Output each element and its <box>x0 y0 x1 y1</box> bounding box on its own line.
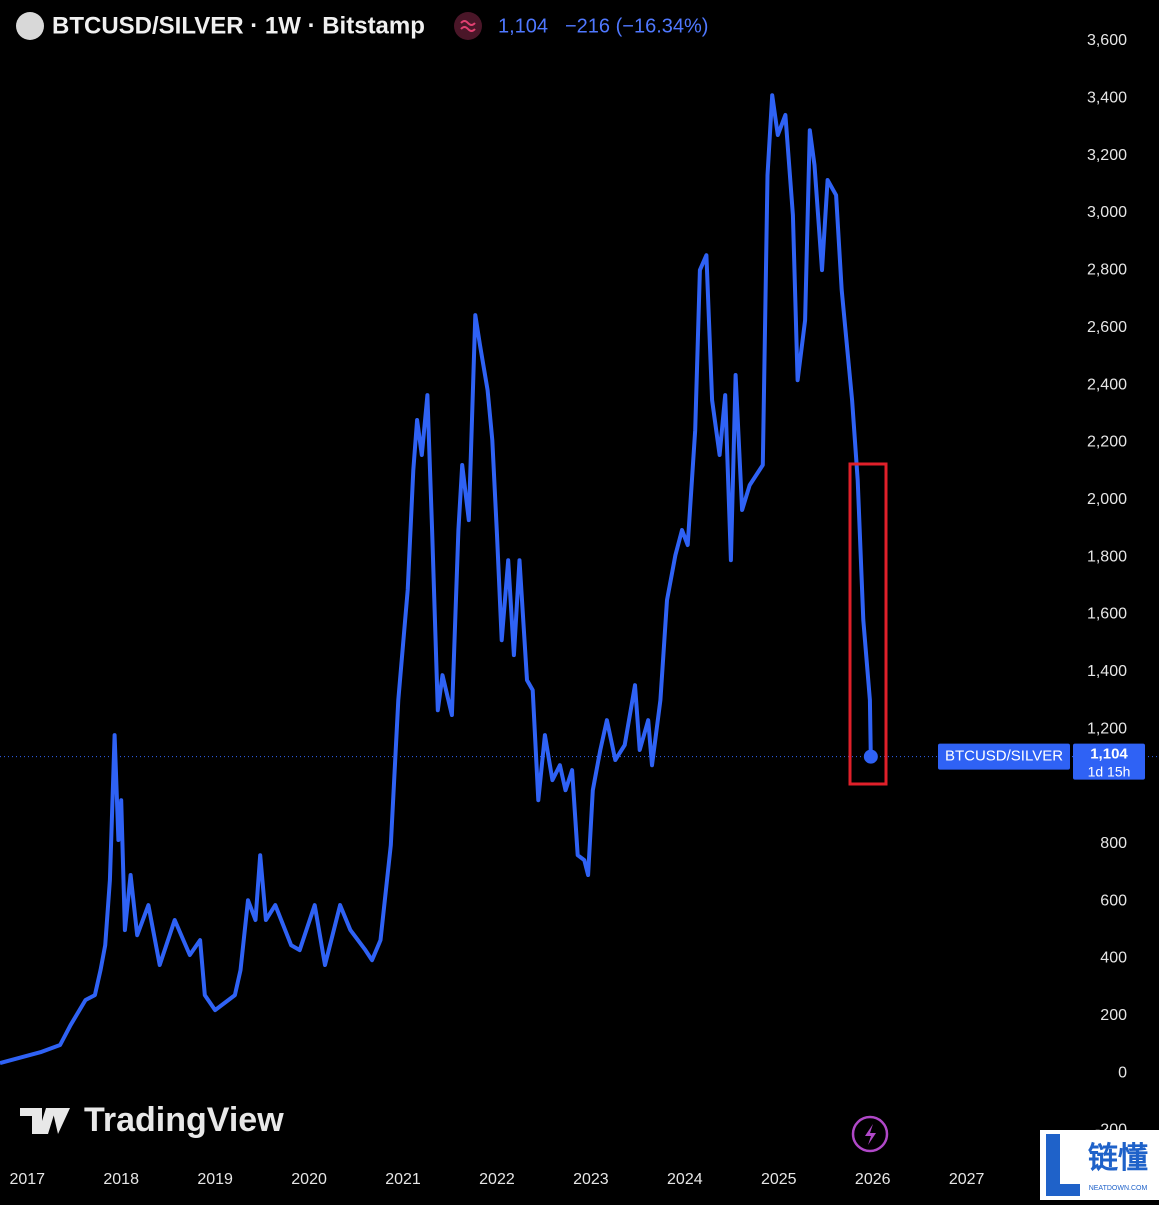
y-tick-label: 1,600 <box>1087 606 1127 623</box>
brand-text: TradingView <box>84 1101 284 1139</box>
last-point <box>863 749 878 764</box>
y-tick-label: 400 <box>1100 950 1127 967</box>
x-tick-label: 2026 <box>855 1171 891 1188</box>
y-tick-label: 1,400 <box>1087 663 1127 680</box>
x-tick-label: 2017 <box>9 1171 45 1188</box>
symbol-label-bg <box>938 743 1070 770</box>
chart-title: BTCUSD/SILVER · 1W · Bitstamp <box>52 12 425 39</box>
y-tick-label: 600 <box>1100 892 1127 909</box>
y-tick-label: 2,000 <box>1087 491 1127 508</box>
y-tick-label: 200 <box>1100 1007 1127 1024</box>
flash-glyph <box>865 1124 876 1145</box>
y-tick-label: 1,800 <box>1087 548 1127 565</box>
y-tick-label: 2,200 <box>1087 434 1127 451</box>
status-icon-glyph <box>460 20 476 32</box>
y-tick-label: 1,200 <box>1087 720 1127 737</box>
brand-mark <box>20 1108 70 1134</box>
x-tick-label: 2018 <box>103 1171 139 1188</box>
highlight-box <box>848 462 888 786</box>
y-tick-label: 2,800 <box>1087 262 1127 279</box>
price-label-bg <box>1073 743 1145 780</box>
y-tick-label: 800 <box>1100 835 1127 852</box>
brand-logo: TradingView <box>20 1101 284 1139</box>
x-tick-label: 2019 <box>197 1171 233 1188</box>
price-label: 1,104 <box>1090 746 1128 763</box>
x-tick-label: 2023 <box>573 1171 609 1188</box>
plot: -20002004006008001,2001,4001,6001,8002,0… <box>0 32 1159 1188</box>
x-tick-label: 2022 <box>479 1171 515 1188</box>
symbol-label: BTCUSD/SILVER <box>945 748 1063 765</box>
price-change: −216 (−16.34%) <box>565 15 708 37</box>
flash-icon <box>851 1115 889 1153</box>
y-tick-label: 3,400 <box>1087 90 1127 107</box>
y-tick-label: 2,600 <box>1087 319 1127 336</box>
y-tick-label: 0 <box>1118 1064 1127 1081</box>
symbol-icon <box>16 12 44 40</box>
x-tick-label: 2024 <box>667 1171 703 1188</box>
countdown-label: 1d 15h <box>1088 763 1131 779</box>
status-icon <box>454 12 482 40</box>
watermark-site: NEATDOWN.COM <box>1089 1185 1148 1192</box>
x-tick-label: 2020 <box>291 1171 327 1188</box>
last-price: 1,104 <box>498 15 548 37</box>
y-tick-label: 3,200 <box>1087 147 1127 164</box>
x-tick-label: 2025 <box>761 1171 797 1188</box>
watermark-name: 链懂 <box>1088 1141 1148 1175</box>
x-tick-label: 2021 <box>385 1171 421 1188</box>
watermark-logo <box>1046 1134 1080 1196</box>
x-tick-label: 2027 <box>949 1171 985 1188</box>
series-line <box>0 93 873 1066</box>
y-tick-label: 3,600 <box>1087 32 1127 49</box>
y-tick-label: 2,400 <box>1087 376 1127 393</box>
y-tick-label: 3,000 <box>1087 204 1127 221</box>
